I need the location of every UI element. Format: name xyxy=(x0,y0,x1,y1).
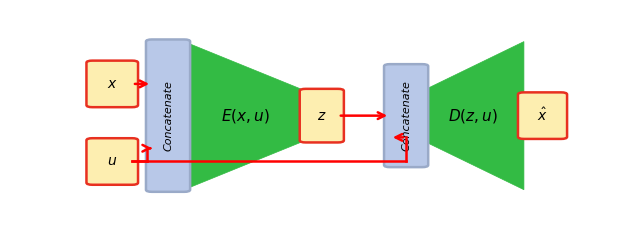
FancyBboxPatch shape xyxy=(146,39,190,192)
Text: $E(x,u)$: $E(x,u)$ xyxy=(221,107,269,125)
Text: $\hat{x}$: $\hat{x}$ xyxy=(537,107,548,124)
FancyBboxPatch shape xyxy=(300,89,344,142)
Text: Concatenate: Concatenate xyxy=(401,80,411,151)
Text: $x$: $x$ xyxy=(107,77,118,91)
Text: $u$: $u$ xyxy=(107,155,117,169)
FancyBboxPatch shape xyxy=(86,138,138,185)
FancyBboxPatch shape xyxy=(86,61,138,107)
Text: Concatenate: Concatenate xyxy=(163,80,173,151)
Text: $z$: $z$ xyxy=(317,109,326,123)
FancyBboxPatch shape xyxy=(518,92,567,139)
Text: $D(z,u)$: $D(z,u)$ xyxy=(448,107,498,125)
FancyBboxPatch shape xyxy=(384,64,428,167)
Polygon shape xyxy=(422,42,524,190)
Polygon shape xyxy=(184,42,306,190)
